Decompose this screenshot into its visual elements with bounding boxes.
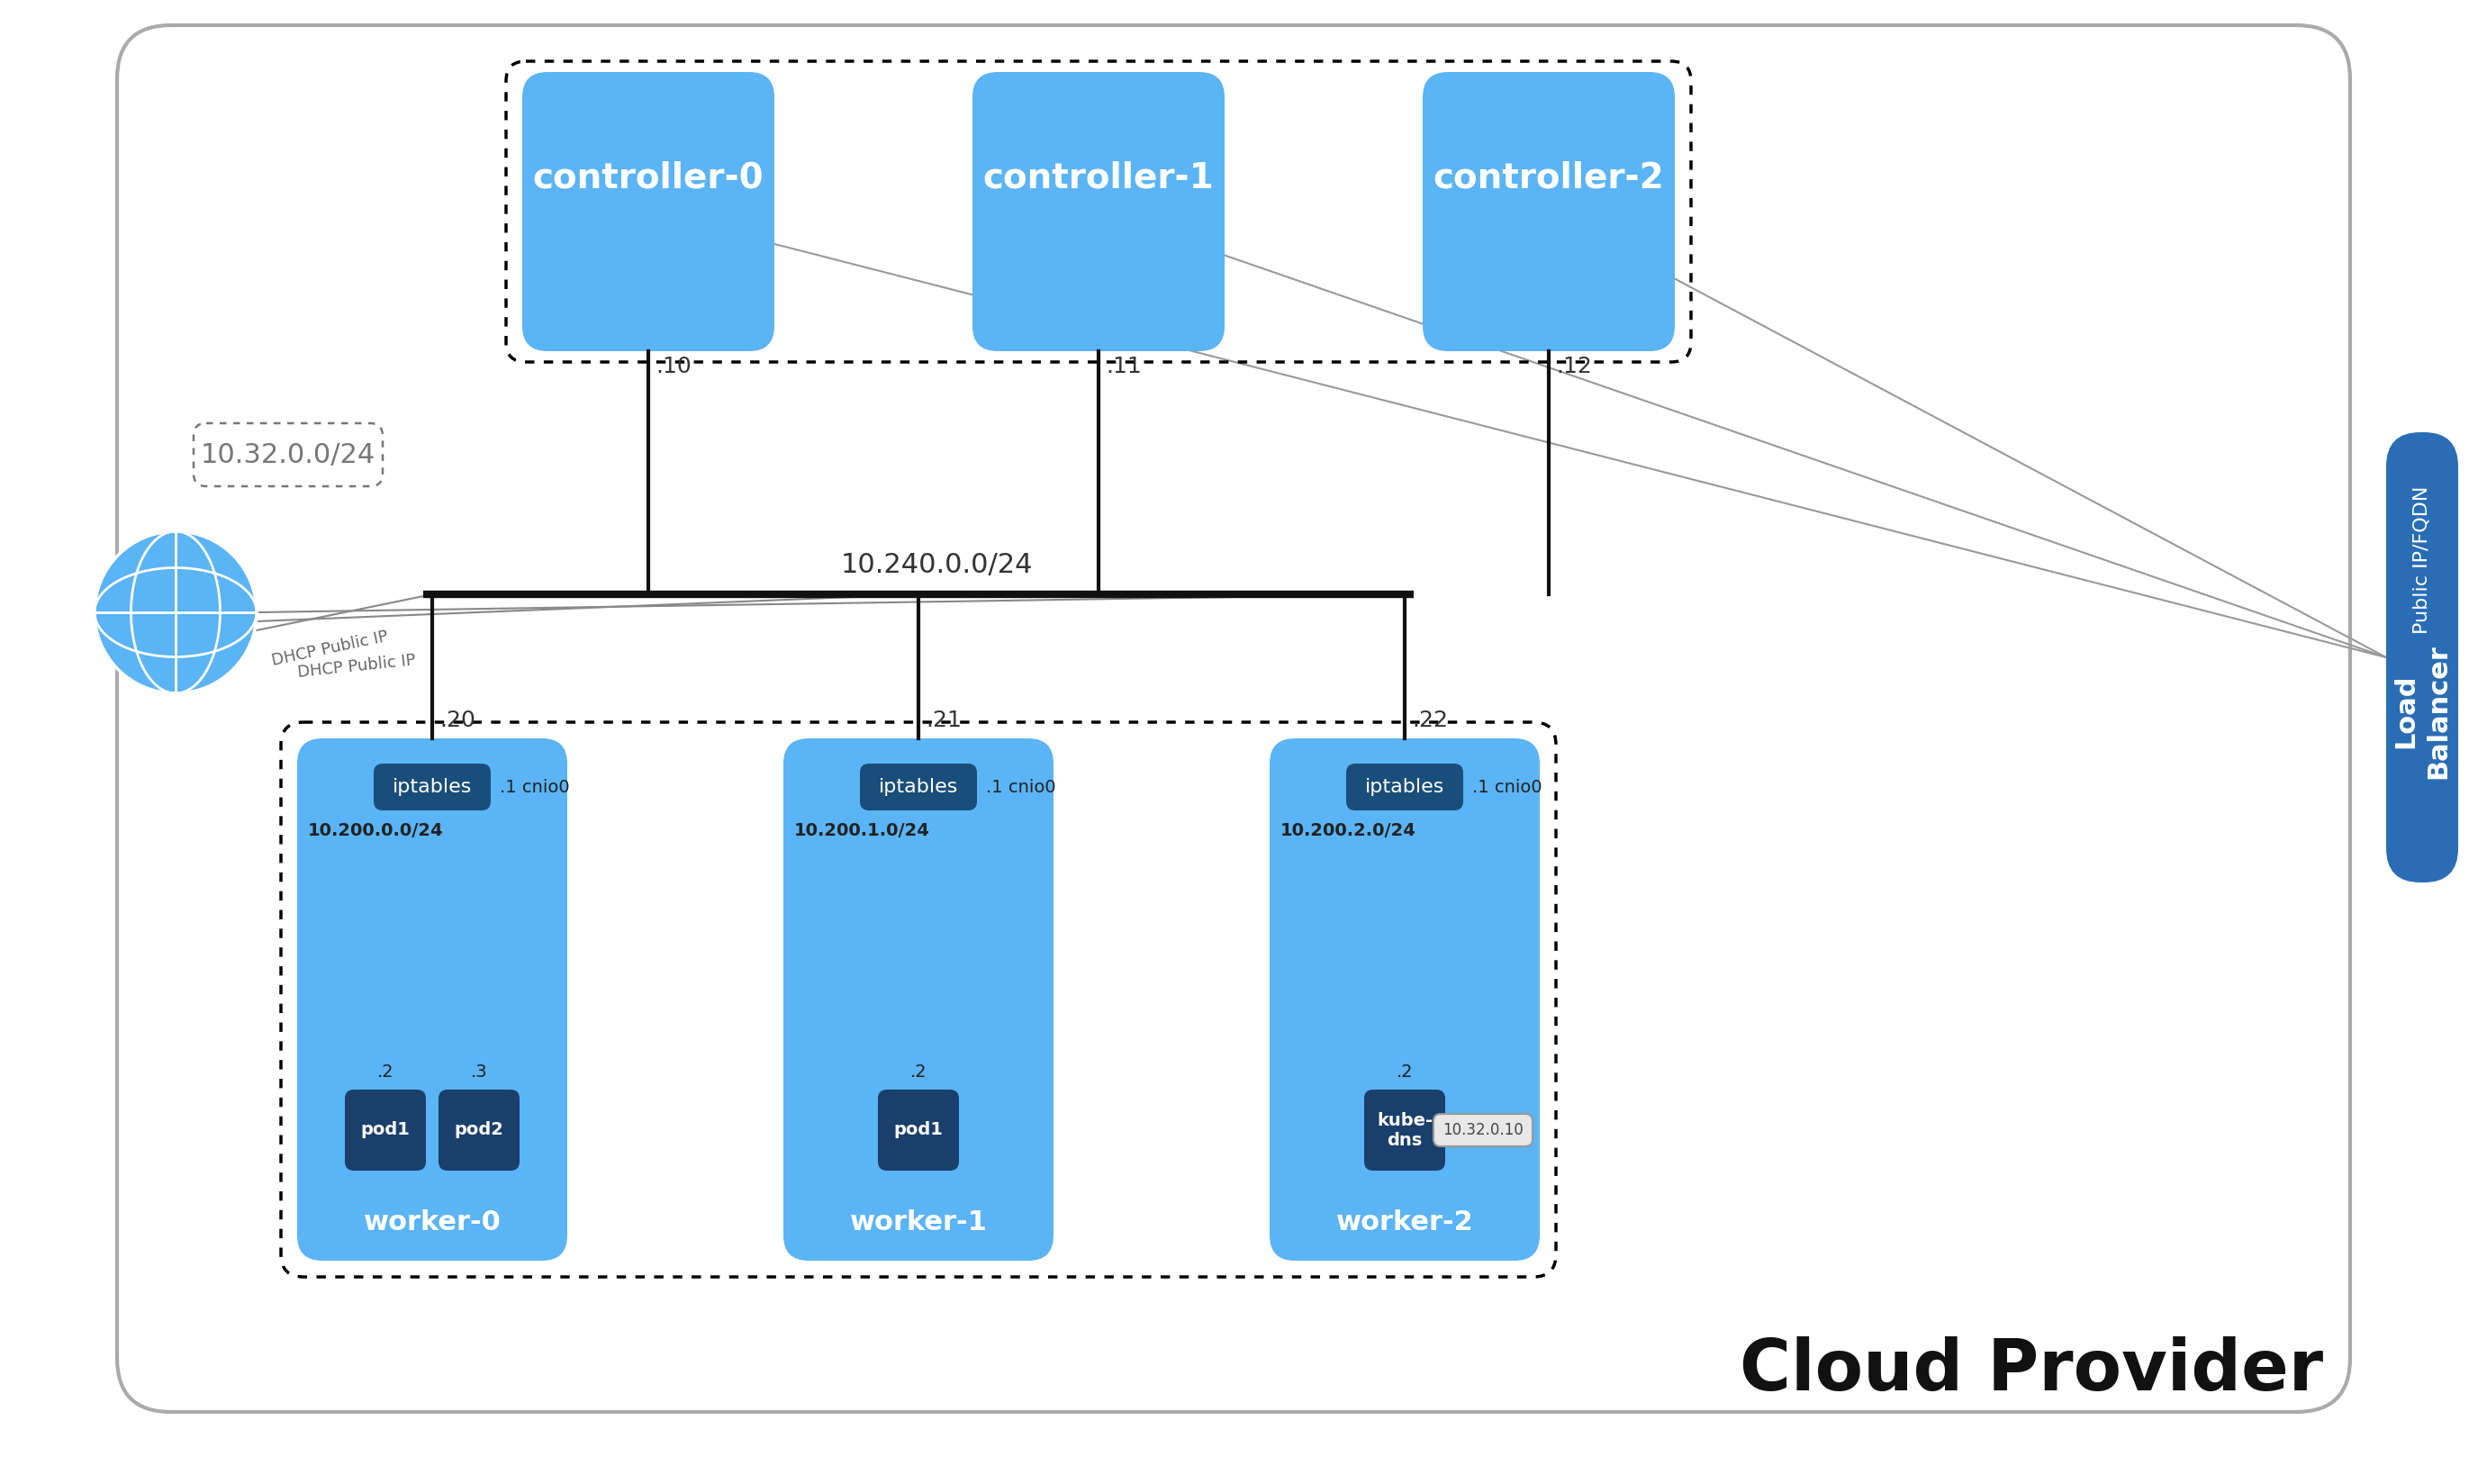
Text: 10.32.0.0/24: 10.32.0.0/24 [201, 442, 377, 467]
Text: .1 cnio0: .1 cnio0 [1472, 779, 1541, 795]
Text: worker-1: worker-1 [850, 1209, 986, 1236]
Text: 10.200.1.0/24: 10.200.1.0/24 [793, 822, 929, 838]
Text: controller-0: controller-0 [533, 160, 763, 196]
FancyBboxPatch shape [374, 764, 491, 810]
Circle shape [94, 531, 258, 693]
FancyBboxPatch shape [1269, 739, 1539, 1261]
Text: iptables: iptables [1365, 778, 1445, 795]
FancyBboxPatch shape [783, 739, 1053, 1261]
FancyBboxPatch shape [1346, 764, 1462, 810]
Text: .22: .22 [1412, 709, 1447, 732]
FancyBboxPatch shape [971, 73, 1224, 352]
Text: 10.32.0.10: 10.32.0.10 [1442, 1122, 1524, 1138]
FancyBboxPatch shape [1365, 1089, 1445, 1171]
Text: 10.200.2.0/24: 10.200.2.0/24 [1281, 822, 1417, 838]
Text: .20: .20 [439, 709, 476, 732]
Text: controller-2: controller-2 [1432, 160, 1665, 196]
FancyBboxPatch shape [344, 1089, 426, 1171]
Text: DHCP Public IP: DHCP Public IP [270, 628, 389, 669]
Text: .1 cnio0: .1 cnio0 [501, 779, 570, 795]
Text: .2: .2 [1395, 1064, 1412, 1080]
Text: .1 cnio0: .1 cnio0 [986, 779, 1056, 795]
Text: worker-0: worker-0 [364, 1209, 501, 1236]
Text: worker-2: worker-2 [1336, 1209, 1474, 1236]
FancyBboxPatch shape [1432, 1114, 1531, 1146]
Text: kube-
dns: kube- dns [1378, 1112, 1432, 1149]
Text: iptables: iptables [392, 778, 471, 795]
Text: pod1: pod1 [895, 1122, 944, 1138]
Text: .3: .3 [471, 1064, 488, 1080]
FancyBboxPatch shape [860, 764, 976, 810]
Text: iptables: iptables [880, 778, 959, 795]
FancyBboxPatch shape [116, 25, 2349, 1411]
Text: 10.240.0.0/24: 10.240.0.0/24 [840, 552, 1033, 579]
FancyBboxPatch shape [439, 1089, 520, 1171]
Text: .10: .10 [657, 356, 691, 377]
Text: .12: .12 [1556, 356, 1591, 377]
Text: pod1: pod1 [362, 1122, 409, 1138]
FancyBboxPatch shape [877, 1089, 959, 1171]
Text: Load
Balancer: Load Balancer [2394, 644, 2451, 779]
Text: .2: .2 [377, 1064, 394, 1080]
Text: DHCP Public IP: DHCP Public IP [297, 651, 416, 681]
Text: .21: .21 [927, 709, 961, 732]
FancyBboxPatch shape [297, 739, 567, 1261]
FancyBboxPatch shape [2386, 432, 2458, 883]
Text: .2: .2 [909, 1064, 927, 1080]
FancyBboxPatch shape [523, 73, 773, 352]
Text: Public IP/FQDN: Public IP/FQDN [2414, 487, 2431, 634]
Text: 10.200.0.0/24: 10.200.0.0/24 [307, 822, 444, 838]
Text: .11: .11 [1105, 356, 1142, 377]
Text: controller-1: controller-1 [984, 160, 1214, 196]
Text: Cloud Provider: Cloud Provider [1740, 1336, 2324, 1405]
Text: pod2: pod2 [453, 1122, 503, 1138]
FancyBboxPatch shape [1422, 73, 1675, 352]
